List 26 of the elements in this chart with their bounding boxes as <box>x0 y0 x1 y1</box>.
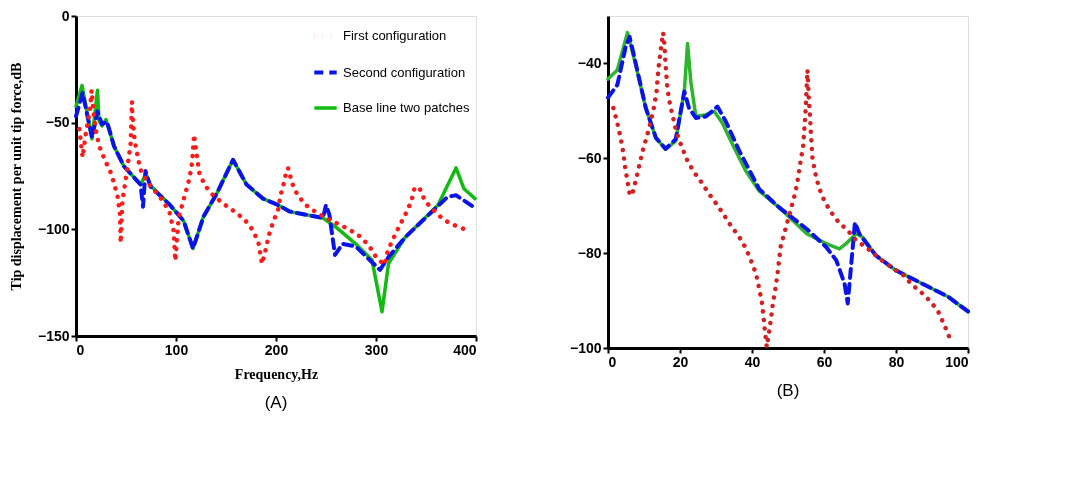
x-tick-label: 400 <box>453 341 477 358</box>
y-tick-label: −100 <box>569 339 602 356</box>
x-tick-label: 0 <box>608 353 617 370</box>
x-tick-label: 20 <box>672 353 689 370</box>
y-tick-label: −50 <box>45 114 70 131</box>
y-tick-label: −40 <box>577 54 602 71</box>
x-axis-title: Frequency,Hz <box>234 366 319 382</box>
text: (B) <box>776 381 800 400</box>
y-tick-label: 0 <box>61 7 70 24</box>
x-tick-label: 100 <box>164 341 189 358</box>
x-tick-label: 100 <box>945 353 969 370</box>
y-tick-label: −100 <box>37 220 70 237</box>
x-tick-label: 40 <box>744 353 761 370</box>
legend-label: First configuration <box>343 27 447 43</box>
y-tick-label: −150 <box>37 327 70 344</box>
x-tick-label: 60 <box>816 353 833 370</box>
y-tick-label: −60 <box>577 149 602 166</box>
x-tick-label: 0 <box>76 341 85 358</box>
x-tick-label: 300 <box>364 341 389 358</box>
text: (A) <box>264 393 288 412</box>
x-tick-label: 80 <box>888 353 905 370</box>
x-tick-label: 200 <box>264 341 289 358</box>
legend-label: Base line two patches <box>343 100 470 115</box>
legend-label: Second configuration <box>343 64 466 80</box>
y-tick-label: −80 <box>577 244 602 261</box>
y-axis-title: Tip displacement per unit tip force,dB <box>8 62 24 291</box>
